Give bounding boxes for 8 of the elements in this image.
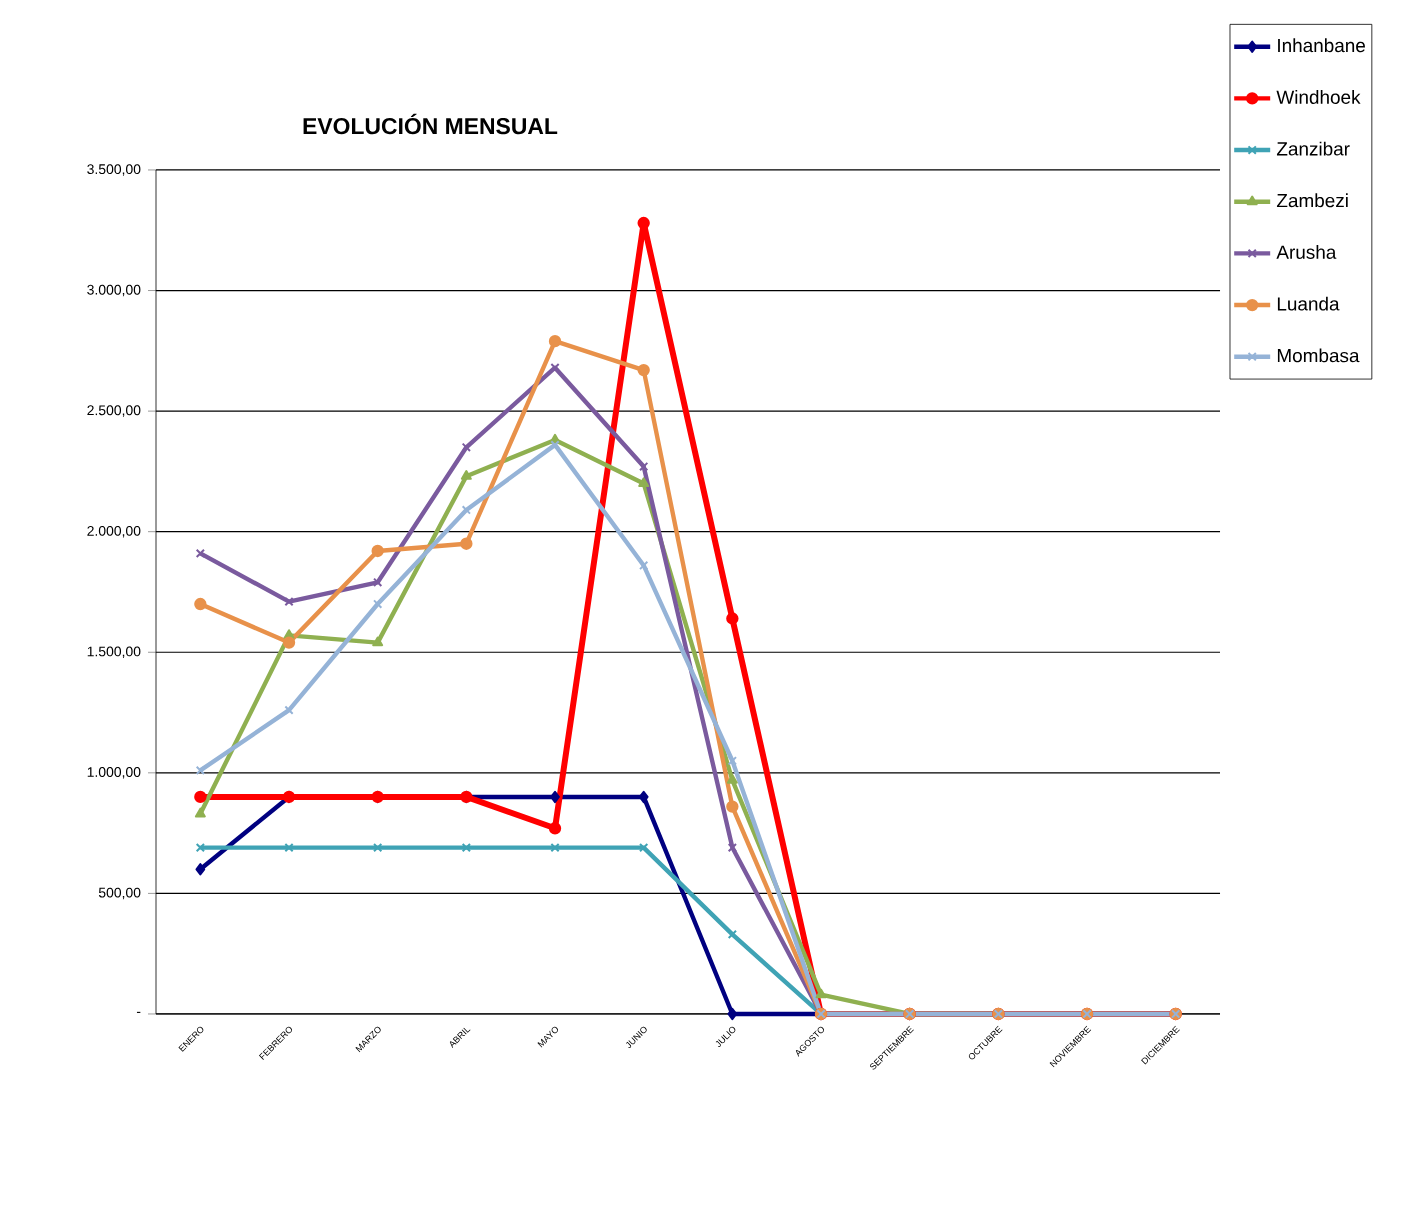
legend-label: Inhanbane [1278,38,1365,53]
legend-label: Mombasa [1277,348,1360,363]
legend-label: Luanda [1277,296,1340,311]
legend-label: Windhoek [1276,90,1361,104]
legend-label: Arusha [1276,245,1337,259]
legend-label: Zanzibar [1276,141,1350,156]
legend-label: Zambezi [1276,193,1348,208]
chart-title: EVOLUCIÓN MENSUAL [303,113,558,135]
